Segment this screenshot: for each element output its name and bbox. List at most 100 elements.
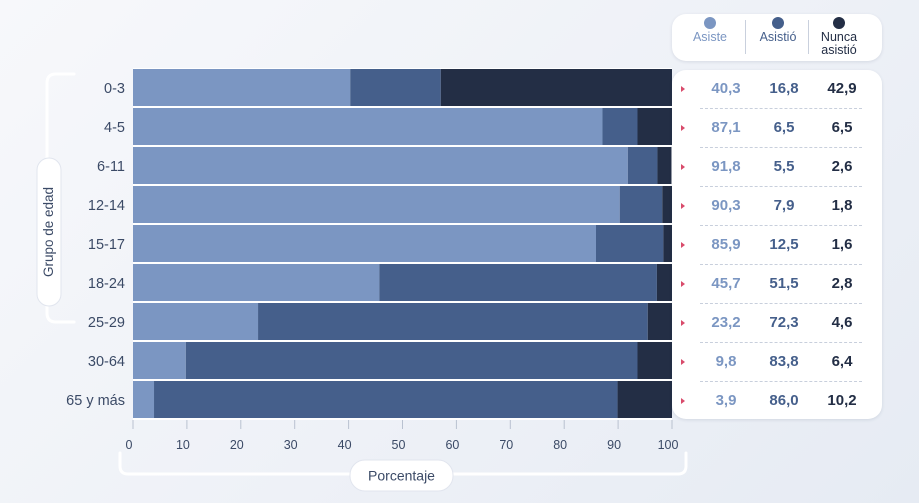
bar-asistio (258, 303, 648, 340)
value-nunca: 4,6 (831, 314, 853, 331)
x-tick-label: 30 (284, 438, 298, 452)
category-label: 15-17 (88, 237, 125, 253)
values-row: 9,8 83,8 6,4 (672, 343, 882, 382)
bar-asiste (133, 342, 186, 379)
legend-item-asistio: Asistió (748, 14, 808, 61)
value-asiste: 90,3 (711, 197, 741, 214)
value-asistio: 7,9 (773, 197, 795, 214)
bar-asiste (133, 381, 155, 418)
x-tick-label: 90 (607, 438, 621, 452)
legend-item-nunca: Nunca asistió (809, 14, 869, 61)
bar-asiste (133, 264, 380, 301)
value-asiste: 9,8 (715, 353, 737, 370)
category-label: 0-3 (104, 81, 125, 97)
row-divider (700, 108, 862, 109)
bar-nunca (617, 381, 672, 418)
y-axis-title-pill (36, 157, 62, 307)
values-row: 87,1 6,5 6,5 (672, 109, 882, 148)
value-asistio: 6,5 (773, 119, 795, 136)
row-marker-icon (681, 281, 685, 287)
bar-asistio (154, 381, 618, 418)
bar-asistio (350, 69, 441, 106)
values-row: 91,8 5,5 2,6 (672, 148, 882, 187)
bar-nunca (637, 342, 672, 379)
bar-asistio (602, 108, 638, 145)
x-axis-title: Porcentaje (368, 468, 435, 484)
row-divider (700, 381, 862, 382)
value-nunca: 6,5 (831, 119, 853, 136)
legend-swatch-nunca (833, 17, 845, 29)
value-nunca: 1,8 (831, 197, 853, 214)
bar-asiste (133, 186, 620, 223)
row-divider (700, 264, 862, 265)
values-row: 85,9 12,5 1,6 (672, 226, 882, 265)
row-marker-icon (681, 242, 685, 248)
value-asistio: 12,5 (769, 236, 799, 253)
values-table: 40,3 16,8 42,9 87,1 6,5 6,5 91,8 5,5 2,6 90,3 7,9 1… (672, 70, 882, 419)
value-nunca: 6,4 (831, 353, 853, 370)
bar-nunca (637, 108, 672, 145)
value-asiste: 91,8 (711, 158, 741, 175)
row-marker-icon (681, 359, 685, 365)
bar-nunca (663, 225, 672, 262)
x-axis-title-pill (349, 459, 454, 492)
bar-nunca (647, 303, 672, 340)
bar-nunca (657, 147, 672, 184)
value-asiste: 40,3 (711, 80, 741, 97)
x-tick-label: 0 (126, 438, 133, 452)
bar-asiste (133, 108, 603, 145)
value-asiste: 45,7 (711, 275, 741, 292)
value-asiste: 85,9 (711, 236, 741, 253)
value-asiste: 3,9 (715, 392, 737, 409)
row-marker-icon (681, 125, 685, 131)
category-label: 65 y más (66, 393, 125, 409)
row-divider (700, 225, 862, 226)
bar-asiste (133, 225, 597, 262)
category-label: 30-64 (88, 354, 125, 370)
bar-asiste (133, 303, 259, 340)
legend-swatch-asistio (772, 17, 784, 29)
row-divider (700, 303, 862, 304)
value-nunca: 2,8 (831, 275, 853, 292)
value-asiste: 23,2 (711, 314, 741, 331)
value-nunca: 1,6 (831, 236, 853, 253)
bar-asiste (133, 147, 628, 184)
value-nunca: 10,2 (827, 392, 857, 409)
value-asiste: 87,1 (711, 119, 741, 136)
value-asistio: 16,8 (769, 80, 799, 97)
legend-swatch-asiste (704, 17, 716, 29)
bar-asiste (133, 69, 351, 106)
values-row: 23,2 72,3 4,6 (672, 304, 882, 343)
value-nunca: 42,9 (827, 80, 857, 97)
bar-nunca (656, 264, 672, 301)
values-row: 90,3 7,9 1,8 (672, 187, 882, 226)
values-row: 3,9 86,0 10,2 (672, 382, 882, 421)
values-row: 45,7 51,5 2,8 (672, 265, 882, 304)
category-label: 12-14 (88, 198, 125, 214)
category-label: 6-11 (97, 159, 125, 175)
x-tick-label: 50 (392, 438, 406, 452)
y-axis-title: Grupo de edad (41, 187, 56, 277)
value-asistio: 72,3 (769, 314, 799, 331)
legend-separator (745, 20, 746, 54)
x-tick-label: 70 (499, 438, 513, 452)
row-marker-icon (681, 86, 685, 92)
legend: Asiste Asistió Nunca asistió (672, 14, 882, 61)
legend-separator (808, 20, 809, 54)
legend-label-nunca: Nunca asistió (820, 30, 858, 57)
value-asistio: 5,5 (773, 158, 795, 175)
row-marker-icon (681, 164, 685, 170)
x-tick-label: 60 (445, 438, 459, 452)
legend-label-asiste: Asiste (692, 30, 728, 44)
value-asistio: 51,5 (769, 275, 799, 292)
x-tick-label: 80 (553, 438, 567, 452)
row-marker-icon (681, 203, 685, 209)
bar-asistio (379, 264, 657, 301)
value-asistio: 86,0 (769, 392, 799, 409)
x-tick-label: 10 (176, 438, 190, 452)
category-label: 18-24 (88, 276, 125, 292)
row-divider (700, 342, 862, 343)
row-divider (700, 147, 862, 148)
bar-nunca (662, 186, 672, 223)
